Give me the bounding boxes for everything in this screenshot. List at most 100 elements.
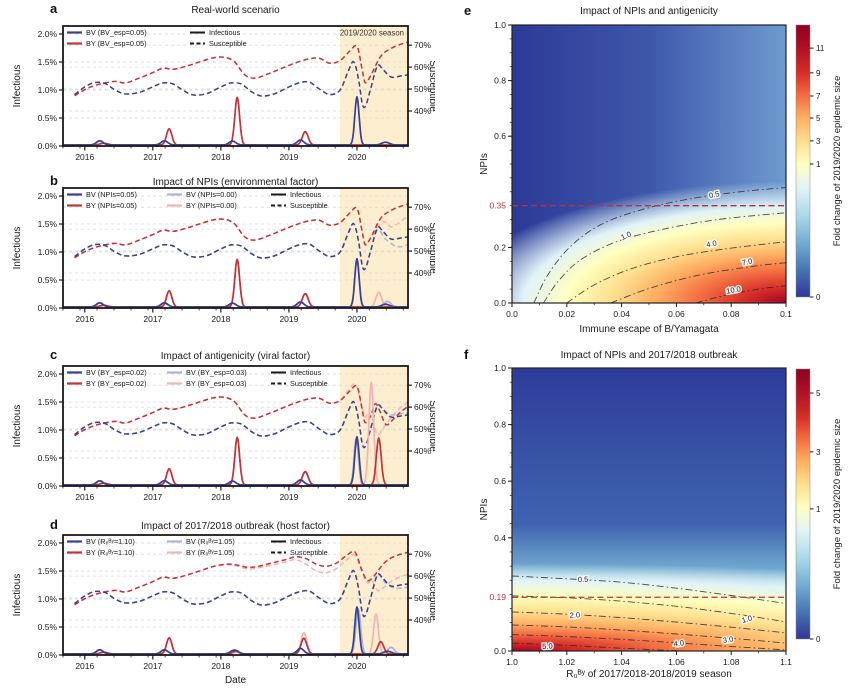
- contour-label: 0.5: [578, 575, 589, 585]
- y-tick-label: 0.0%: [38, 141, 58, 151]
- y-tick-label: 0.6: [494, 131, 506, 141]
- contour-label: 0.5: [708, 189, 720, 200]
- legend-label: BY (NPIs=0.05): [86, 201, 137, 210]
- panel-e-svg: 0.51.04.07.010.00.350.0 0.02 0.04 0.06 0.08 0…: [479, 20, 843, 319]
- colorbar-tick-label: 3: [816, 448, 821, 457]
- y-tick-label: 0.5%: [38, 113, 58, 123]
- axes-box: [62, 534, 409, 656]
- panel-f-svg: 0.5 1.0 2.0 3.0 4.0 5.0 0.19 1.0 1.02 1.04 1.06 1.0…: [479, 363, 843, 667]
- series-by-susceptible: [74, 550, 409, 606]
- y2-tick-label: 60%: [414, 224, 431, 234]
- contour-label: 5.0: [542, 641, 553, 651]
- legend-label: BV (R₀ᴮʸ=1.05): [186, 537, 235, 546]
- npi-threshold-label: 0.35: [489, 201, 506, 211]
- y2-tick-label: 40%: [414, 615, 431, 625]
- x-tick-label: 1.1: [780, 657, 792, 667]
- y-tick-label: 1.0%: [38, 425, 58, 435]
- legend-label: BV (BV_esp=0.05): [86, 28, 147, 37]
- x-tick-label: 1.06: [668, 657, 685, 667]
- series-by-susceptible: [74, 203, 409, 259]
- series-by-susceptible: [74, 41, 409, 97]
- contour-label: 3.0: [722, 634, 734, 645]
- panel-letter-c: c: [50, 347, 58, 362]
- axes-box: [62, 365, 409, 487]
- y2-axis-label: Susceptible: [427, 222, 435, 274]
- y-tick-label: 0.8: [494, 420, 506, 430]
- y2-tick-label: 40%: [414, 268, 431, 278]
- contour-label: 10.0: [726, 284, 742, 295]
- x-tick-label: 2018: [211, 492, 230, 502]
- y-tick-label: 1.0%: [38, 247, 58, 257]
- panel-e-xaxis-label: Immune escape of B/Yamagata: [579, 324, 719, 335]
- contour-line: [695, 285, 787, 304]
- y-axis-label: NPIs: [479, 153, 490, 175]
- y-axis-label: NPIs: [479, 499, 490, 521]
- legend-label: BY (NPIs=0.00): [186, 201, 237, 210]
- panel-letter-b: b: [50, 173, 58, 188]
- contour-line: [533, 187, 787, 304]
- y-tick-label: 1.5%: [38, 566, 58, 576]
- contour-line: [511, 634, 787, 651]
- y2-tick-label: 60%: [414, 62, 431, 72]
- contour-line: [511, 611, 787, 634]
- contour-label: 7.0: [741, 256, 753, 267]
- y-tick-label: 0.4: [494, 533, 506, 543]
- season-band: [339, 26, 408, 146]
- x-tick-label: 0.04: [613, 309, 630, 319]
- legend-label: Susceptible: [209, 39, 247, 48]
- series-bv-susceptible: [74, 569, 409, 618]
- y-tick-label: 0.5%: [38, 622, 58, 632]
- contour-line: [511, 624, 787, 644]
- y-tick-label: 1.5%: [38, 57, 58, 67]
- y2-tick-label: 60%: [414, 402, 431, 412]
- y-axis-label: Infectious: [12, 65, 23, 108]
- panel-letter-e: e: [464, 3, 472, 18]
- legend-label: BV (BY_esp=0.03): [186, 368, 247, 377]
- colorbar: [795, 368, 811, 640]
- colorbar-tick-label: 0: [816, 293, 821, 302]
- x-tick-label: 0.0: [506, 309, 518, 319]
- axes-box: [62, 187, 409, 309]
- y-tick-label: 0.0: [494, 646, 506, 656]
- legend-label: BY (R₀ᴮʸ=1.05): [186, 548, 235, 557]
- panel-d-svg: 2016 2017 2018 2019 2020 0.0% 0.5% 1.0% 1.5% 2.0%…: [12, 534, 438, 671]
- legend-label: Infectious: [209, 28, 241, 37]
- y-tick-label: 0.8: [494, 76, 506, 86]
- panel-b-title: Impact of NPIs (environmental factor): [152, 177, 319, 188]
- panel-a-title: Real-world scenario: [191, 5, 280, 16]
- panel-letter-a: a: [50, 1, 58, 16]
- date-axis-label: Date: [224, 675, 247, 686]
- season-band: [339, 535, 408, 655]
- y2-tick-label: 70%: [414, 202, 431, 212]
- npi-threshold-label: 0.19: [489, 592, 506, 602]
- series-bv-infectious: [62, 435, 409, 486]
- legend-label: Susceptible: [290, 379, 328, 388]
- x-tick-label: 1.04: [613, 657, 630, 667]
- series-bv-susceptible: [74, 400, 409, 449]
- y-tick-label: 1.0: [494, 363, 506, 373]
- legend-label: BY (R₀ᴮʸ=1.10): [86, 548, 135, 557]
- x-tick-label: 2018: [211, 152, 230, 162]
- x-tick-label: 0.02: [559, 309, 576, 319]
- y2-axis-label: Susceptible: [427, 60, 435, 112]
- y-tick-label: 2.0%: [38, 538, 58, 548]
- season-band: [339, 188, 408, 308]
- x-tick-label: 1.02: [559, 657, 576, 667]
- x-tick-label: 2016: [75, 152, 94, 162]
- legend-label: Infectious: [290, 190, 322, 199]
- legend-label: Susceptible: [290, 201, 328, 210]
- x-tick-label: 0.1: [780, 309, 792, 319]
- x-tick-label: 1.0: [506, 657, 518, 667]
- y2-axis-label: Susceptible: [427, 400, 435, 452]
- colorbar-tick-label: 1: [816, 160, 821, 169]
- panel-e-plot: 0.5 1.0 4.0 7.0 10.0 0.35 0.0 0.02 0.04 0.06 0.08 0…: [435, 0, 851, 344]
- panel-e-title: Impact of NPIs and antigenicity: [580, 6, 718, 17]
- x-tick-label: 2020: [348, 314, 367, 324]
- y-tick-label: 1.0: [494, 20, 506, 30]
- y-tick-label: 0.0%: [38, 650, 58, 660]
- y-tick-label: 0.6: [494, 476, 506, 486]
- y-tick-label: 0.2: [494, 242, 506, 252]
- legend-label: BV (R₀ᴮʸ=1.10): [86, 537, 135, 546]
- contour-label: 2.0: [569, 610, 580, 620]
